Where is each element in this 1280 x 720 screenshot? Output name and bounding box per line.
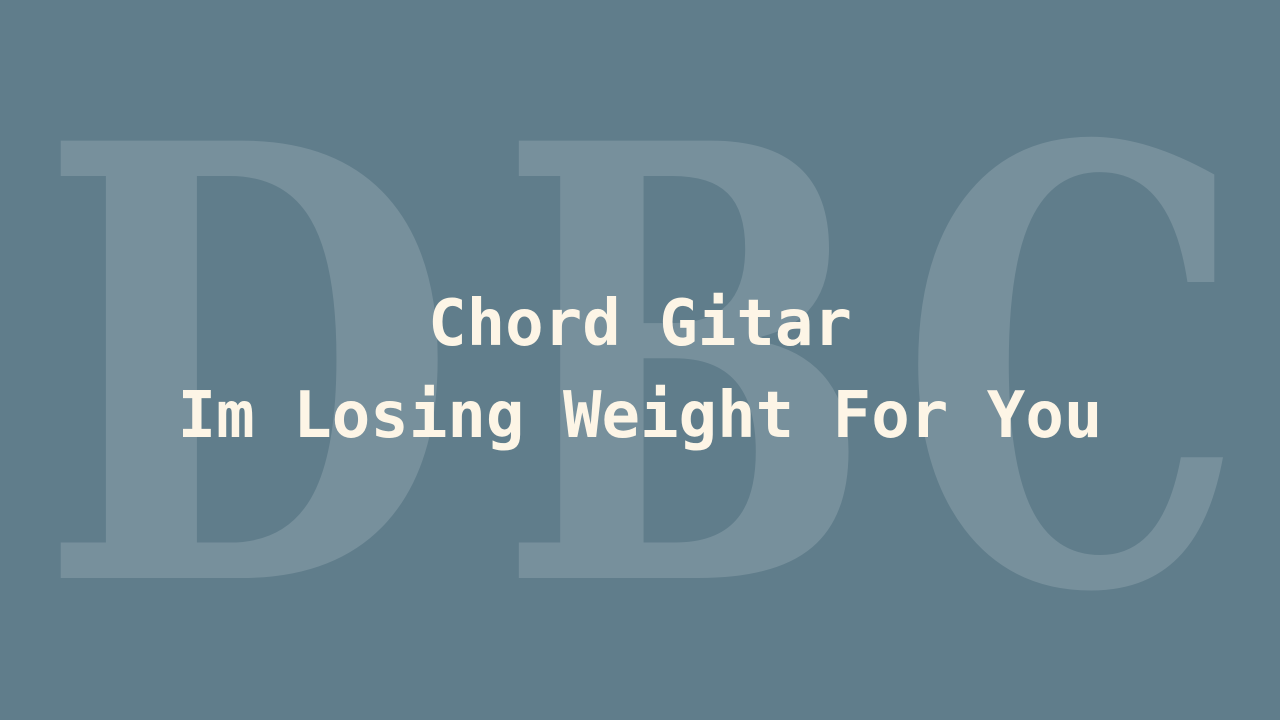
watermark-letter-d: D [38, 15, 458, 720]
title-line-1: Chord Gitar [428, 287, 852, 361]
watermark-letter-c: C [900, 19, 1245, 720]
watermark-letter-b: B [498, 15, 873, 720]
title-line-2: Im Losing Weight For You [177, 379, 1103, 453]
title-block: Chord Gitar Im Losing Weight For You [0, 278, 1280, 462]
